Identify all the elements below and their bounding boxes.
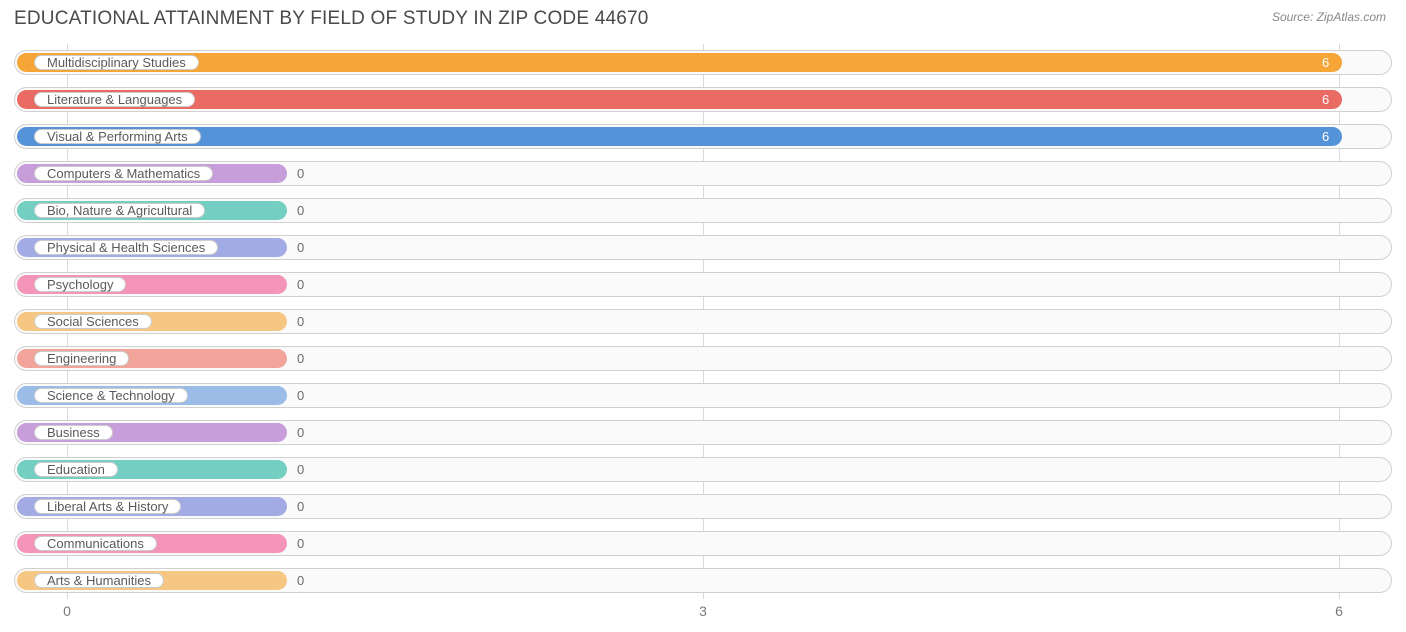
- bar-fill: [17, 127, 1342, 146]
- x-axis-tick: 0: [63, 603, 71, 619]
- x-axis-tick: 3: [699, 603, 707, 619]
- bar-category-pill: Physical & Health Sciences: [34, 240, 218, 255]
- bar-row: Engineering 0: [14, 340, 1392, 377]
- bar-category-pill: Computers & Mathematics: [34, 166, 213, 181]
- bar-value-label: 6: [1322, 44, 1380, 81]
- chart-title: EDUCATIONAL ATTAINMENT BY FIELD OF STUDY…: [14, 8, 649, 30]
- plot-area: Multidisciplinary Studies6Literature & L…: [14, 44, 1392, 599]
- bar-row: Education 0: [14, 451, 1392, 488]
- bar-category-pill: Social Sciences: [34, 314, 152, 329]
- bar-category-pill: Education: [34, 462, 118, 477]
- bar-value-label: 6: [1322, 81, 1380, 118]
- bar-value-label: 0: [297, 377, 304, 414]
- bar-category-pill: Literature & Languages: [34, 92, 195, 107]
- bar-fill: [17, 90, 1342, 109]
- bar-row: Bio, Nature & Agricultural 0: [14, 192, 1392, 229]
- bar-row: Computers & Mathematics 0: [14, 155, 1392, 192]
- bar-value-label: 0: [297, 414, 304, 451]
- bar-row: Physical & Health Sciences 0: [14, 229, 1392, 266]
- bar-category-pill: Engineering: [34, 351, 129, 366]
- chart-header: EDUCATIONAL ATTAINMENT BY FIELD OF STUDY…: [14, 8, 1392, 44]
- bar-row: Social Sciences 0: [14, 303, 1392, 340]
- bar-category-pill: Psychology: [34, 277, 126, 292]
- chart-source: Source: ZipAtlas.com: [1272, 8, 1392, 24]
- bar-row: Business 0: [14, 414, 1392, 451]
- bar-row: Liberal Arts & History 0: [14, 488, 1392, 525]
- bar-row: Visual & Performing Arts 6: [14, 118, 1392, 155]
- bar-row: Communications 0: [14, 525, 1392, 562]
- bar-value-label: 0: [297, 525, 304, 562]
- bar-row: Arts & Humanities 0: [14, 562, 1392, 599]
- bar-row: Multidisciplinary Studies 6: [14, 44, 1392, 81]
- bar-value-label: 0: [297, 229, 304, 266]
- bar-category-pill: Visual & Performing Arts: [34, 129, 201, 144]
- bar-category-pill: Multidisciplinary Studies: [34, 55, 199, 70]
- bar-fill: [17, 53, 1342, 72]
- bar-category-pill: Bio, Nature & Agricultural: [34, 203, 205, 218]
- bar-value-label: 0: [297, 303, 304, 340]
- bar-value-label: 0: [297, 488, 304, 525]
- x-axis-tick: 6: [1335, 603, 1343, 619]
- bar-row: Psychology 0: [14, 266, 1392, 303]
- bar-category-pill: Arts & Humanities: [34, 573, 164, 588]
- chart-container: EDUCATIONAL ATTAINMENT BY FIELD OF STUDY…: [0, 0, 1406, 632]
- bar-row: Science & Technology 0: [14, 377, 1392, 414]
- bar-category-pill: Liberal Arts & History: [34, 499, 181, 514]
- bar-value-label: 6: [1322, 118, 1380, 155]
- x-axis: 0 3 6: [14, 599, 1392, 625]
- bar-value-label: 0: [297, 340, 304, 377]
- bar-rows: Multidisciplinary Studies6Literature & L…: [14, 44, 1392, 599]
- bar-value-label: 0: [297, 562, 304, 599]
- bar-value-label: 0: [297, 266, 304, 303]
- bar-row: Literature & Languages 6: [14, 81, 1392, 118]
- bar-value-label: 0: [297, 155, 304, 192]
- bar-category-pill: Business: [34, 425, 113, 440]
- bar-category-pill: Science & Technology: [34, 388, 188, 403]
- bar-value-label: 0: [297, 451, 304, 488]
- bar-value-label: 0: [297, 192, 304, 229]
- bar-category-pill: Communications: [34, 536, 157, 551]
